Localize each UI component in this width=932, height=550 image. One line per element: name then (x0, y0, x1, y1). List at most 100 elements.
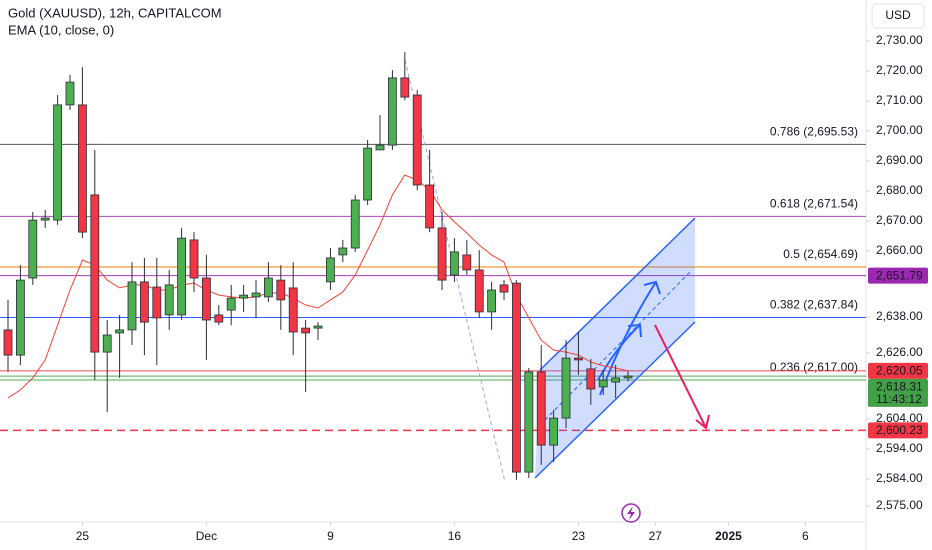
candle-body (536, 371, 546, 446)
candle-body (40, 217, 50, 221)
candle-body (251, 292, 261, 298)
ema-line (7, 174, 629, 399)
candle-body (65, 81, 75, 106)
candle-body (611, 377, 621, 383)
candle-body (474, 269, 484, 313)
fib-level-label: 0.786 (2,695.53) (770, 125, 858, 139)
price-label-box (868, 267, 928, 284)
candle-body (276, 279, 286, 301)
candle-body (487, 289, 497, 313)
candle-body (127, 281, 137, 331)
price-label-box (868, 422, 928, 439)
candle-body (524, 371, 534, 473)
arrow-head (627, 323, 642, 338)
channel-lower (534, 321, 696, 479)
price-label: 2,620.05 (876, 364, 923, 378)
candle-body (450, 251, 459, 276)
candle-body (375, 144, 385, 151)
candle-body (102, 334, 112, 353)
y-tick-label: 2,730.00 (876, 33, 923, 47)
x-tick-label: 23 (572, 529, 586, 543)
arrow-head (695, 414, 710, 430)
x-tick-label: 2025 (715, 529, 742, 543)
candle-body (301, 327, 311, 334)
y-tick-label: 2,575.00 (876, 498, 923, 512)
candle-body (152, 286, 162, 319)
candle-body (264, 277, 273, 298)
axes: 2,730.00 2,720.00 2,710.00 2,700.00 2,690.00… (76, 33, 928, 543)
candle-body (53, 104, 63, 221)
countdown-label: 11:43:12 (876, 392, 922, 406)
candle-body (586, 368, 596, 390)
currency-label[interactable]: USD (885, 8, 911, 22)
candle-body (28, 219, 38, 279)
x-tick-label: 16 (448, 529, 462, 543)
indicator-label: EMA (10, close, 0) (8, 22, 114, 37)
y-tick-label: 2,670.00 (876, 213, 923, 227)
candle-body (400, 77, 410, 98)
price-label: 2,651.79 (876, 268, 923, 282)
candle-body (350, 199, 360, 249)
y-tick-label: 2,690.00 (876, 153, 923, 167)
icon-bolt (627, 506, 635, 520)
candle-body (499, 284, 509, 293)
y-tick-label: 2,660.00 (876, 243, 923, 257)
x-tick-label: 25 (76, 529, 90, 543)
candle-body (189, 239, 199, 279)
candle-body (313, 325, 323, 329)
candle-body (239, 294, 249, 299)
y-tick-label: 2,626.00 (876, 345, 923, 359)
y-tick-label: 2,638.00 (876, 309, 923, 323)
candle-body (574, 357, 583, 361)
fib-level-label: 0.618 (2,671.54) (770, 197, 858, 211)
candle-body (412, 94, 422, 186)
currency-button[interactable] (871, 3, 925, 29)
price-label-box (868, 378, 928, 407)
candle-body (462, 254, 472, 271)
candle-body (549, 417, 559, 446)
candles (3, 52, 633, 480)
arrow (597, 324, 641, 381)
fib-trend-line (404, 59, 506, 483)
y-tick-label: 2,680.00 (876, 183, 923, 197)
price-label-box (868, 362, 928, 379)
candle-body (115, 329, 125, 334)
candle-body (363, 147, 373, 201)
price-label: 2,618.31 (876, 380, 923, 394)
ema-layer (7, 174, 629, 399)
candle-body (598, 379, 608, 388)
x-tick-label: 6 (802, 529, 809, 543)
drawings (404, 59, 710, 483)
candle-body (512, 282, 521, 473)
candle-body (15, 279, 25, 356)
fib-level-label: 0.236 (2,617.00) (770, 360, 858, 374)
y-tick-label: 2,594.00 (876, 441, 923, 455)
candle-body (288, 287, 298, 333)
candle-body (78, 104, 87, 233)
candle-body (202, 277, 211, 321)
candle-body (90, 194, 100, 353)
y-tick-label: 2,604.00 (876, 411, 923, 425)
candle-body (214, 314, 224, 323)
y-tick-label: 2,584.00 (876, 471, 923, 485)
y-tick-label: 2,700.00 (876, 123, 923, 137)
chart-title: Gold (XAUUSD), 12h, CAPITALCOM (8, 5, 222, 20)
x-tick-label: 27 (649, 529, 663, 543)
y-tick-label: 2,720.00 (876, 63, 923, 77)
candle-body (140, 281, 149, 323)
candle-body (326, 257, 335, 283)
candle-body (338, 247, 348, 256)
arrow-head (643, 280, 661, 295)
fib-level-label: 0.5 (2,654.69) (783, 247, 858, 261)
candle-body (3, 329, 13, 356)
candle-body (226, 297, 236, 311)
candle-body (164, 284, 174, 316)
y-tick-label: 2,710.00 (876, 93, 923, 107)
candle-body (388, 77, 397, 146)
x-tick-label: Dec (196, 529, 217, 543)
candle-body (177, 237, 187, 316)
candle-body (425, 184, 435, 229)
